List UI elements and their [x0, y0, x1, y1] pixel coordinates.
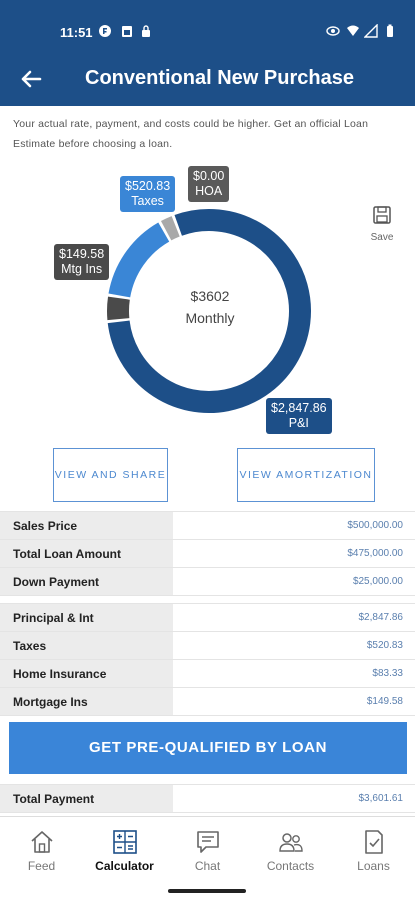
app-notification-icon — [99, 25, 111, 37]
table-row: Sales Price $500,000.00 — [0, 512, 415, 540]
home-indicator — [168, 889, 246, 893]
view-and-share-button[interactable]: VIEW AND SHARE — [53, 448, 168, 502]
donut-slice-taxes — [108, 222, 170, 298]
row-value: $149.58 — [366, 696, 403, 707]
save-icon — [373, 206, 391, 224]
nav-feed[interactable]: Feed — [0, 817, 83, 887]
row-label: Sales Price — [0, 512, 173, 539]
get-prequalified-button[interactable]: GET PRE-QUALIFIED BY LOAN — [9, 722, 407, 774]
nav-contacts[interactable]: Contacts — [249, 817, 332, 887]
total-label: Total Payment — [0, 785, 173, 812]
row-label: Total Loan Amount — [0, 540, 173, 567]
calculator-icon — [112, 830, 137, 854]
row-value: $475,000.00 — [347, 548, 403, 559]
disclaimer-text: Your actual rate, payment, and costs cou… — [13, 118, 369, 150]
contacts-icon — [278, 833, 303, 852]
lock-notification-icon — [142, 25, 150, 37]
callout-mtg-ins-label: Mtg Ins — [61, 262, 103, 276]
row-label: Mortgage Ins — [0, 688, 173, 715]
callout-taxes-label: Taxes — [131, 194, 164, 208]
callout-pi: $2,847.86 P&I — [266, 398, 332, 434]
callout-mtg-ins-amount: $149.58 — [59, 247, 105, 261]
wifi-icon — [347, 25, 359, 36]
loan-summary-table: Sales Price $500,000.00 Total Loan Amoun… — [0, 511, 415, 596]
donut-slice-home-insurance — [160, 216, 180, 241]
total-value: $3,601.61 — [358, 793, 404, 804]
callout-hoa-amount: $0.00 — [193, 169, 225, 183]
table-row: Total Loan Amount $475,000.00 — [0, 540, 415, 568]
table-row: Home Insurance $83.33 — [0, 660, 415, 688]
table-row: Down Payment $25,000.00 — [0, 568, 415, 596]
eye-status-icon — [326, 26, 340, 36]
nav-loans[interactable]: Loans — [332, 817, 415, 887]
callout-hoa: $0.00 HOA — [188, 166, 230, 202]
callout-taxes: $520.83 Taxes — [120, 176, 176, 212]
loans-icon — [364, 830, 383, 854]
callout-pi-amount: $2,847.86 — [271, 401, 327, 415]
row-value: $25,000.00 — [352, 576, 403, 587]
row-label: Home Insurance — [0, 660, 173, 687]
callout-hoa-label: HOA — [195, 184, 223, 198]
nav-chat-label: Chat — [194, 859, 221, 873]
table-row: Total Payment $3,601.61 — [0, 785, 415, 813]
total-payment-table: Total Payment $3,601.61 — [0, 784, 415, 813]
chart-center-total: $3602 — [190, 288, 230, 304]
row-value: $2,847.86 — [358, 612, 404, 623]
callout-taxes-amount: $520.83 — [125, 179, 171, 193]
status-time: 11:51 — [60, 25, 93, 40]
chat-icon — [196, 831, 219, 853]
home-icon — [30, 831, 53, 853]
app-bar: Conventional New Purchase — [0, 58, 415, 106]
row-label: Taxes — [0, 632, 173, 659]
nav-loans-label: Loans — [357, 859, 390, 873]
signal-icon — [364, 24, 378, 38]
nav-calculator-label: Calculator — [95, 859, 154, 873]
callout-pi-label: P&I — [288, 416, 309, 430]
table-row: Taxes $520.83 — [0, 632, 415, 660]
back-arrow-icon[interactable] — [18, 66, 44, 92]
row-value: $520.83 — [366, 640, 403, 651]
save-label: Save — [370, 232, 394, 243]
view-amortization-button[interactable]: VIEW AMORTIZATION — [237, 448, 375, 502]
row-value: $83.33 — [372, 668, 403, 679]
save-button[interactable]: Save — [367, 205, 397, 243]
table-row: Principal & Int $2,847.86 — [0, 604, 415, 632]
nav-contacts-label: Contacts — [266, 859, 315, 873]
chart-center-label: Monthly — [185, 310, 235, 326]
battery-icon — [387, 24, 393, 37]
page-title: Conventional New Purchase — [85, 67, 354, 89]
row-value: $500,000.00 — [347, 520, 403, 531]
donut-slice-p-i — [107, 209, 311, 413]
table-row: Mortgage Ins $149.58 — [0, 688, 415, 716]
nav-calculator[interactable]: Calculator — [83, 817, 166, 887]
row-label: Principal & Int — [0, 604, 173, 631]
status-bar: 11:51 — [0, 0, 415, 58]
bottom-navigation: Feed Calculator Chat Contacts Loans — [0, 816, 415, 900]
callout-mtg-ins: $149.58 Mtg Ins — [54, 244, 110, 280]
nav-feed-label: Feed — [27, 859, 56, 873]
donut-slice-mtg-ins — [107, 296, 130, 321]
row-label: Down Payment — [0, 568, 173, 595]
payment-breakdown-table: Principal & Int $2,847.86 Taxes $520.83 … — [0, 603, 415, 716]
nav-chat[interactable]: Chat — [166, 817, 249, 887]
payment-donut-chart — [107, 209, 311, 413]
calendar-notification-icon — [122, 26, 132, 37]
